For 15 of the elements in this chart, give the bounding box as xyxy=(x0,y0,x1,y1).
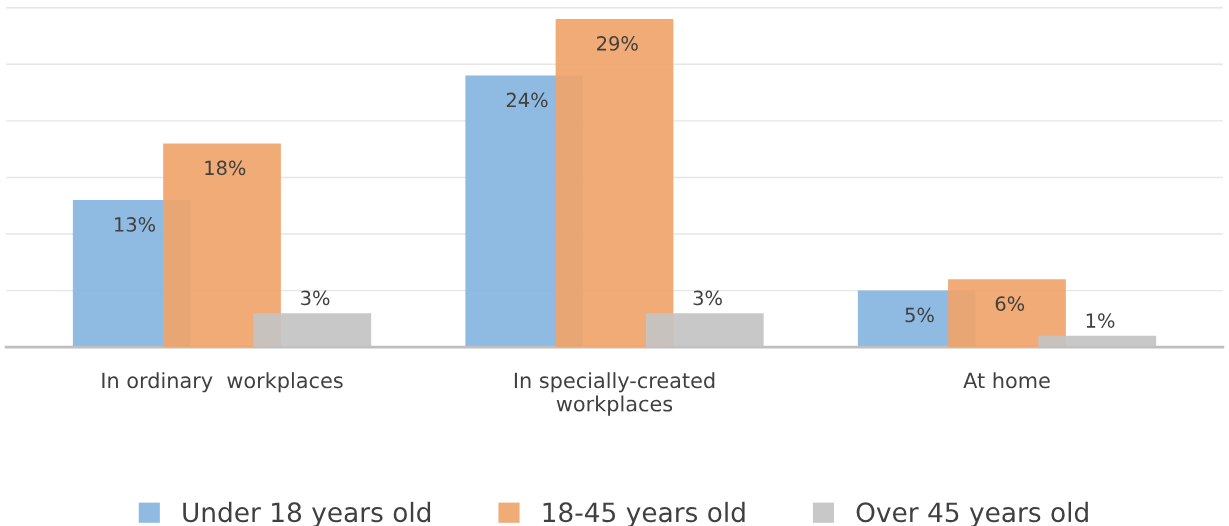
x-tick-label: In ordinary workplaces xyxy=(102,372,343,393)
data-label: 1% xyxy=(1086,313,1115,328)
data-label: 3% xyxy=(693,290,722,306)
data-label: 13% xyxy=(115,217,156,232)
bar xyxy=(948,279,1066,348)
x-tick-label: In specially-created workplaces xyxy=(514,372,715,416)
data-label: 24% xyxy=(506,92,548,108)
data-label: 18% xyxy=(205,160,246,176)
x-tick-label: At home xyxy=(963,372,1050,389)
data-label: 3% xyxy=(301,290,330,306)
data-label: 29% xyxy=(597,36,638,51)
data-label: 5% xyxy=(905,307,934,323)
bar xyxy=(555,19,674,348)
bar xyxy=(163,143,281,348)
data-label: 6% xyxy=(995,296,1025,311)
